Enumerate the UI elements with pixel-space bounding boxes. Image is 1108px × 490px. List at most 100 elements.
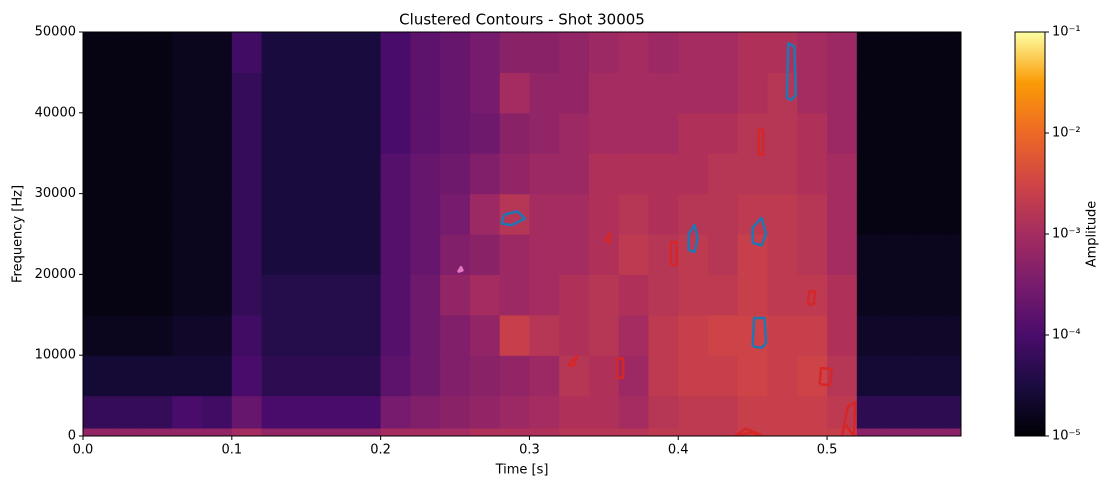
heatmap-cell xyxy=(440,427,471,436)
heatmap-cell xyxy=(172,234,203,275)
heatmap-cell xyxy=(499,427,531,436)
heatmap-cell xyxy=(350,72,382,114)
heatmap-cell xyxy=(440,193,471,235)
x-axis-label: Time [s] xyxy=(495,463,549,478)
heatmap-cell xyxy=(350,153,382,195)
heatmap-cell xyxy=(946,72,961,114)
heatmap-cell xyxy=(410,355,441,397)
heatmap-cell xyxy=(797,274,828,316)
y-tick-label: 10000 xyxy=(35,348,76,363)
y-tick-label: 0 xyxy=(68,429,76,444)
heatmap-cell xyxy=(559,395,590,429)
heatmap-cell xyxy=(172,314,203,356)
heatmap-cell xyxy=(797,153,828,195)
heatmap-cell xyxy=(142,153,173,195)
heatmap-cell xyxy=(916,153,947,195)
heatmap-cell xyxy=(350,274,382,316)
heatmap-cell xyxy=(142,395,173,429)
heatmap-cell xyxy=(916,314,947,356)
heatmap-cell xyxy=(856,153,888,195)
heatmap-cell xyxy=(261,274,292,316)
heatmap-cell xyxy=(946,355,961,397)
heatmap-cell xyxy=(767,153,798,195)
heatmap-cell xyxy=(142,72,173,114)
heatmap-cell xyxy=(380,153,411,195)
heatmap-cell xyxy=(202,395,233,429)
heatmap-cell xyxy=(559,274,590,316)
heatmap-cell xyxy=(588,355,620,397)
heatmap-cell xyxy=(946,395,961,429)
heatmap-cell xyxy=(83,314,114,356)
heatmap-cell xyxy=(797,72,828,114)
y-tick-label: 30000 xyxy=(35,186,76,201)
heatmap-cell xyxy=(559,112,590,154)
heatmap-cell xyxy=(946,112,961,154)
heatmap-cell xyxy=(588,32,620,73)
heatmap-cell xyxy=(112,274,144,316)
heatmap-cell xyxy=(618,314,650,356)
heatmap-cell xyxy=(827,32,858,73)
heatmap-cell xyxy=(202,274,233,316)
heatmap-cell xyxy=(291,234,322,275)
heatmap-cell xyxy=(767,274,798,316)
heatmap-cell xyxy=(856,395,888,429)
heatmap-cell xyxy=(202,193,233,235)
x-tick-label: 0.0 xyxy=(73,443,94,458)
heatmap-cell xyxy=(142,32,173,73)
heatmap-cell xyxy=(916,234,947,275)
heatmap-cell xyxy=(83,274,114,316)
heatmap-cell xyxy=(499,355,531,397)
heatmap-cell xyxy=(529,234,560,275)
heatmap-cell xyxy=(797,193,828,235)
heatmap-cell xyxy=(380,112,411,154)
heatmap-cell xyxy=(112,427,144,436)
heatmap-cell xyxy=(380,32,411,73)
heatmap-cell xyxy=(440,274,471,316)
heatmap-cell xyxy=(618,274,650,316)
heatmap-cell xyxy=(618,427,650,436)
heatmap-cell xyxy=(291,274,322,316)
heatmap-cell xyxy=(231,395,263,429)
axes: 0.0 0.1 0.2 0.3 0.4 0.5 0 10000 20000 30000 40000 5… xyxy=(35,25,1081,458)
heatmap-cell xyxy=(261,153,292,195)
heatmap-cell xyxy=(618,153,650,195)
heatmap-cell xyxy=(678,274,709,316)
heatmap-cell xyxy=(142,112,173,154)
heatmap-cell xyxy=(499,112,531,154)
heatmap-cell xyxy=(172,427,203,436)
heatmap-cell xyxy=(678,314,709,356)
heatmap-cell xyxy=(440,32,471,73)
contour xyxy=(818,366,833,387)
heatmap-cell xyxy=(946,314,961,356)
heatmap-cell xyxy=(112,395,144,429)
heatmap-cell xyxy=(410,32,441,73)
heatmap-cell xyxy=(529,355,560,397)
heatmap-cell xyxy=(916,274,947,316)
heatmap-cell xyxy=(410,395,441,429)
heatmap-cell xyxy=(321,153,352,195)
heatmap-cell xyxy=(231,112,263,154)
heatmap-cell xyxy=(618,395,650,429)
heatmap-cell xyxy=(499,314,531,356)
heatmap-cell xyxy=(856,427,888,436)
heatmap-cell xyxy=(261,355,292,397)
heatmap-cell xyxy=(797,395,828,429)
heatmap-cell xyxy=(231,234,263,275)
heatmap-cell xyxy=(231,274,263,316)
x-tick-label: 0.5 xyxy=(817,443,838,458)
heatmap-cell xyxy=(886,355,917,397)
heatmap-cell xyxy=(321,427,352,436)
heatmap-cell xyxy=(797,112,828,154)
heatmap-cell xyxy=(737,72,769,114)
heatmap-cell xyxy=(112,314,144,356)
heatmap-cell xyxy=(797,234,828,275)
chart-title: Clustered Contours - Shot 30005 xyxy=(399,11,645,29)
contour xyxy=(604,231,612,245)
heatmap-cell xyxy=(499,395,531,429)
heatmap-cell xyxy=(797,32,828,73)
heatmap-cell xyxy=(83,395,114,429)
heatmap-cell xyxy=(469,153,501,195)
heatmap-cell xyxy=(321,395,352,429)
heatmap-cell xyxy=(886,395,917,429)
